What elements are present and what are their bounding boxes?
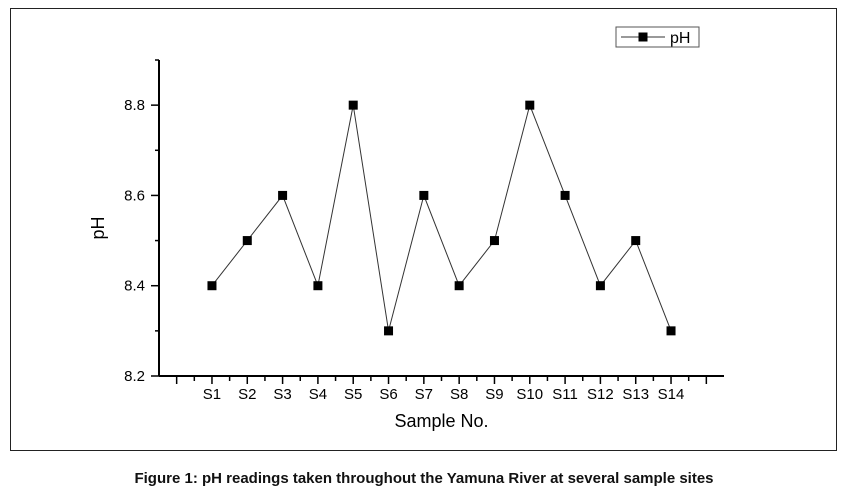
x-tick-label: S12 (587, 386, 614, 403)
y-axis-label: pH (88, 216, 108, 239)
x-tick-label: S10 (516, 386, 543, 403)
data-point (207, 281, 217, 291)
data-point (489, 236, 499, 246)
data-point (313, 281, 323, 291)
data-point (666, 326, 676, 336)
x-tick-label: S11 (552, 386, 578, 403)
data-point (525, 100, 535, 110)
x-tick-label: S4 (309, 386, 327, 403)
y-tick-label: 8.4 (124, 278, 145, 295)
legend-marker (638, 32, 648, 42)
data-point (454, 281, 464, 291)
x-tick-label: S5 (344, 386, 362, 403)
x-tick-label: S3 (273, 386, 291, 403)
x-tick-label: S8 (450, 386, 468, 403)
chart-frame (10, 8, 837, 451)
legend-label: pH (670, 30, 690, 47)
x-tick-label: S13 (622, 386, 649, 403)
data-point (419, 190, 429, 200)
x-tick-label: S6 (379, 386, 397, 403)
x-axis-label: Sample No. (394, 411, 488, 431)
x-tick-label: S14 (658, 386, 685, 403)
x-tick-label: S7 (415, 386, 433, 403)
data-point (278, 190, 288, 200)
data-point (595, 281, 605, 291)
y-tick-label: 8.6 (124, 187, 145, 204)
x-tick-label: S1 (203, 386, 221, 403)
x-tick-label: S2 (238, 386, 256, 403)
data-point (560, 190, 570, 200)
data-point (631, 236, 641, 246)
figure-caption: Figure 1: pH readings taken throughout t… (134, 470, 714, 487)
y-tick-label: 8.8 (124, 97, 145, 114)
data-point (384, 326, 394, 336)
x-tick-label: S9 (485, 386, 503, 403)
series-line-pH (211, 103, 672, 332)
data-point (348, 100, 358, 110)
data-point (242, 236, 252, 246)
y-tick-label: 8.2 (124, 368, 145, 385)
